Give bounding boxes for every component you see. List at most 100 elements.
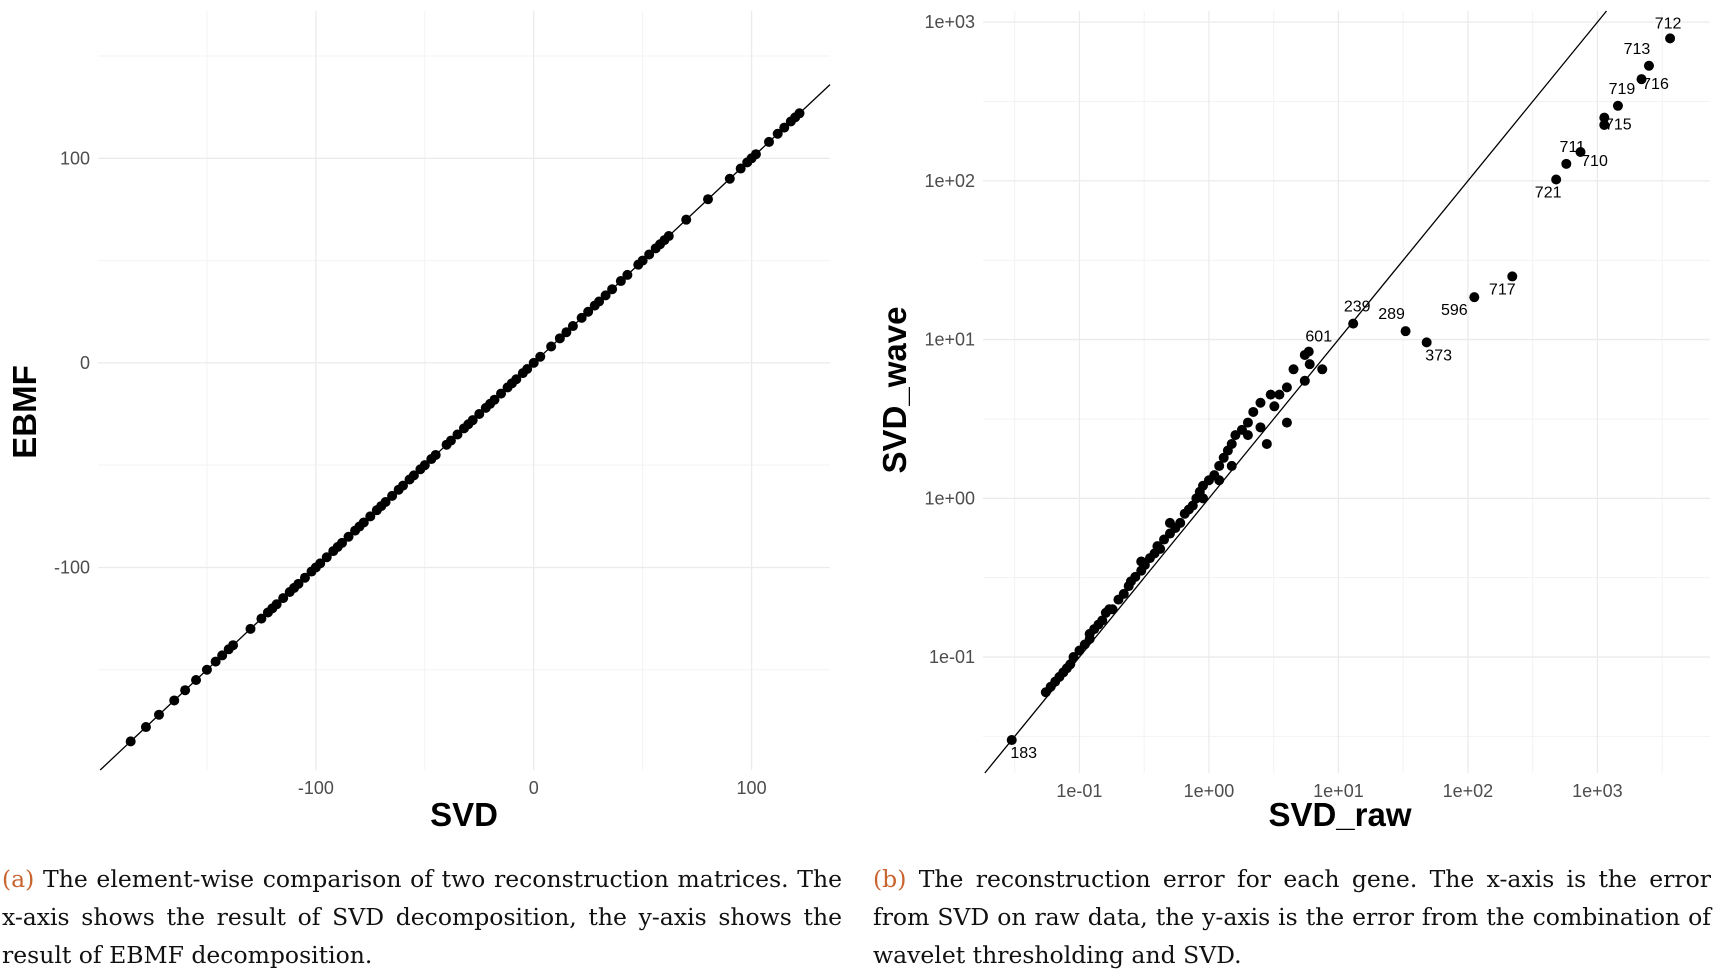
data-point <box>180 685 191 696</box>
data-point <box>637 255 648 266</box>
labeled-data-point <box>1469 292 1480 303</box>
data-point <box>1288 364 1299 375</box>
data-point <box>1226 438 1237 449</box>
labeled-data-point <box>1561 158 1572 169</box>
data-point <box>489 394 500 405</box>
data-point <box>125 736 136 747</box>
point-label: 721 <box>1535 184 1562 201</box>
y-tick-label: 0 <box>80 353 90 373</box>
data-point <box>600 290 611 301</box>
panel-a-x-axis-title: SVD <box>430 796 498 833</box>
x-tick-label: 1e+02 <box>1443 781 1494 801</box>
data-point <box>154 709 164 720</box>
data-point <box>681 214 692 225</box>
panel-b-x-axis-title: SVD_raw <box>1268 796 1411 833</box>
labeled-data-point <box>1303 346 1314 357</box>
data-point <box>398 480 408 491</box>
labeled-data-point <box>1348 318 1359 329</box>
data-point <box>1214 460 1225 471</box>
data-point <box>576 312 587 323</box>
data-point <box>1281 417 1292 428</box>
labeled-data-point <box>1636 74 1647 85</box>
labeled-data-point <box>1507 271 1518 282</box>
figure-plots: SVD EBMF -100 0 100 -100 0 100 SVD_raw SVD_wa… <box>6 10 1710 833</box>
data-point <box>1084 628 1095 639</box>
panel-a-y-axis-title: EBMF <box>6 365 43 459</box>
data-point <box>228 640 239 651</box>
caption-a-tag: (a) <box>2 865 35 893</box>
data-point <box>1214 475 1225 486</box>
data-point <box>622 269 633 280</box>
point-label: 712 <box>1655 15 1682 32</box>
data-point <box>1599 119 1610 130</box>
y-tick-label: 1e+02 <box>924 171 975 191</box>
point-label: 716 <box>1642 76 1669 93</box>
labeled-data-point <box>1575 146 1586 157</box>
data-point <box>1218 452 1229 463</box>
data-point <box>1299 375 1310 386</box>
data-point <box>735 163 746 174</box>
point-label: 715 <box>1605 117 1632 134</box>
data-point <box>315 558 326 569</box>
data-point <box>1304 359 1315 370</box>
data-point <box>528 357 539 368</box>
point-label: 717 <box>1489 281 1516 298</box>
y-tick-label: 1e+00 <box>924 488 975 508</box>
data-point <box>1317 364 1328 375</box>
data-point <box>1274 389 1285 400</box>
data-point <box>794 108 805 119</box>
caption-b-text: The reconstruction error for each gene. … <box>873 865 1711 969</box>
data-point <box>271 599 282 610</box>
data-point <box>293 578 304 589</box>
point-label: 183 <box>1010 745 1037 762</box>
data-point <box>1226 460 1237 471</box>
labeled-data-point <box>1421 337 1432 348</box>
x-tick-label: 0 <box>529 778 539 798</box>
data-point <box>772 128 783 139</box>
point-label: 596 <box>1441 302 1468 319</box>
data-point <box>387 490 398 501</box>
data-point <box>1255 422 1266 433</box>
data-point <box>321 552 332 563</box>
y-tick-label: 100 <box>60 148 90 168</box>
data-point <box>210 656 221 667</box>
data-point <box>337 537 347 548</box>
data-point <box>724 173 735 184</box>
point-label: 289 <box>1378 306 1405 323</box>
point-label: 601 <box>1305 329 1332 346</box>
data-point <box>703 194 713 205</box>
data-point <box>245 623 256 634</box>
data-point <box>256 613 267 624</box>
data-point <box>1068 652 1079 663</box>
data-point <box>779 122 790 133</box>
labeled-data-point <box>1643 60 1654 71</box>
x-tick-label: 1e+01 <box>1313 781 1364 801</box>
labeled-data-point <box>1599 112 1610 123</box>
data-point <box>750 149 761 160</box>
data-point <box>380 496 391 507</box>
point-label: 239 <box>1344 299 1371 316</box>
labeled-data-point <box>1551 174 1562 185</box>
labeled-data-point <box>1400 326 1411 337</box>
data-point <box>567 321 578 332</box>
data-point <box>546 341 557 352</box>
x-tick-label: 1e+00 <box>1184 781 1235 801</box>
data-point <box>663 231 674 242</box>
data-point <box>1130 571 1141 582</box>
data-point <box>1269 401 1280 412</box>
data-point <box>1118 588 1129 599</box>
data-point <box>496 388 507 399</box>
data-point <box>522 364 533 375</box>
data-point <box>511 374 522 385</box>
data-point <box>467 415 478 426</box>
point-label: 719 <box>1609 81 1636 98</box>
data-point <box>445 435 456 446</box>
data-point <box>607 284 618 295</box>
data-point <box>217 650 228 661</box>
x-tick-label: 1e+03 <box>1572 781 1623 801</box>
x-tick-label: 1e-01 <box>1056 781 1102 801</box>
data-point <box>1155 543 1166 554</box>
data-point <box>1198 493 1209 504</box>
data-point <box>1164 517 1175 528</box>
data-point <box>1136 556 1147 567</box>
